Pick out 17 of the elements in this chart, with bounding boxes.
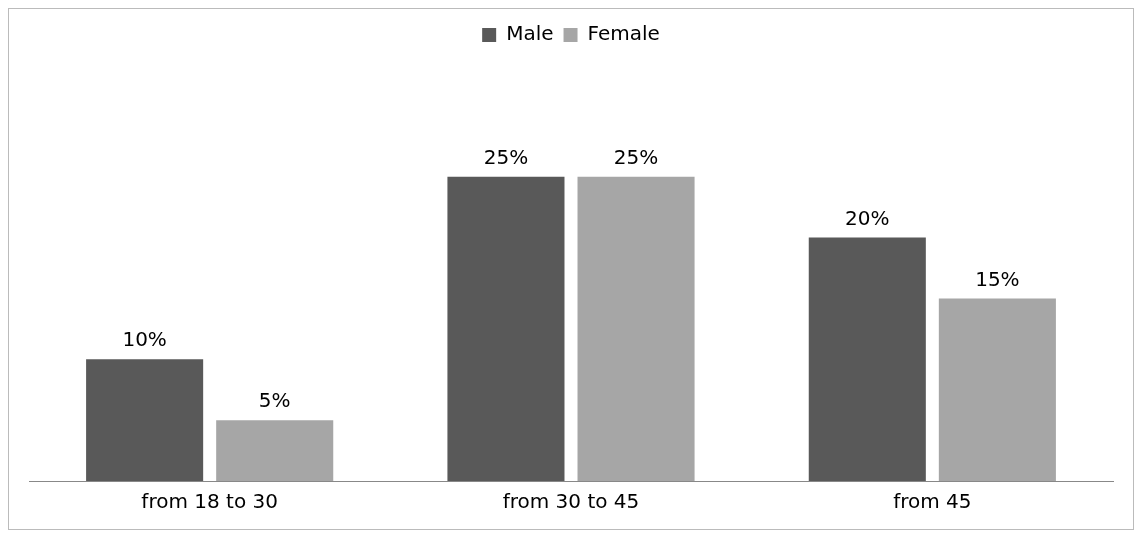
data-label: 20% [845, 205, 890, 230]
bar [86, 359, 204, 481]
data-label: 5% [258, 388, 291, 413]
data-label: 15% [975, 266, 1020, 291]
bar [216, 420, 334, 481]
bar [577, 176, 695, 481]
legend-label: Female [587, 21, 660, 46]
x-tick-label: from 45 [893, 489, 972, 514]
data-label: 25% [483, 144, 529, 169]
bar [808, 237, 926, 481]
x-tick-label: from 30 to 45 [502, 489, 640, 514]
data-label: 10% [122, 327, 167, 352]
bar [938, 298, 1056, 481]
legend-label: Male [506, 21, 554, 46]
bar [447, 176, 565, 481]
data-label: 25% [613, 144, 659, 169]
x-tick-label: from 18 to 30 [141, 489, 278, 514]
